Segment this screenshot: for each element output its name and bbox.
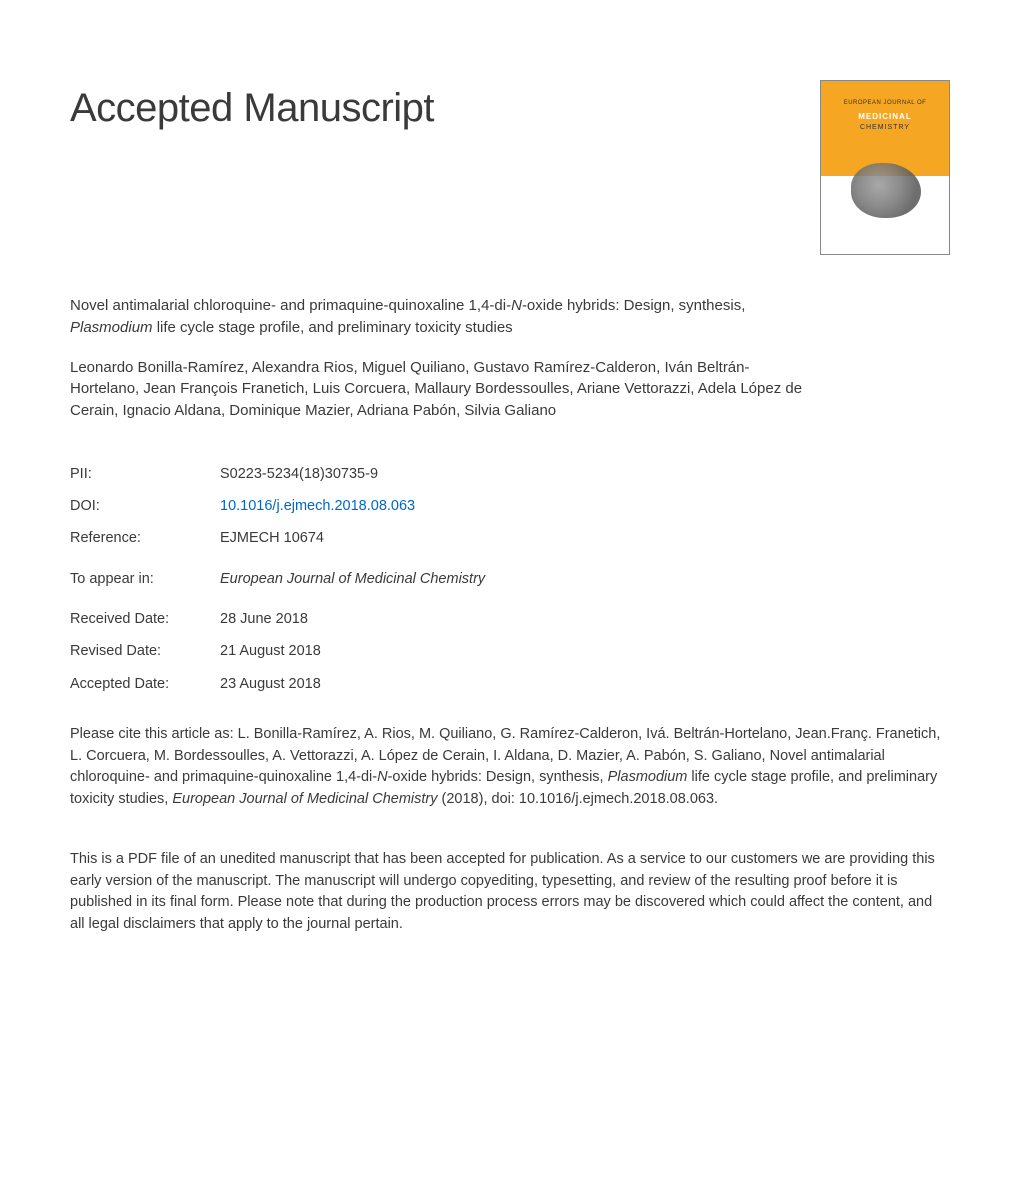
disclaimer-text: This is a PDF file of an unedited manusc… [70, 849, 950, 936]
revised-value: 21 August 2018 [220, 641, 321, 661]
appear-value: European Journal of Medicinal Chemistry [220, 569, 485, 589]
meta-row-reference: Reference: EJMECH 10674 [70, 528, 950, 548]
citation-text: Please cite this article as: L. Bonilla-… [70, 724, 950, 811]
accepted-label: Accepted Date: [70, 674, 220, 694]
meta-row-pii: PII: S0223-5234(18)30735-9 [70, 464, 950, 484]
doi-label: DOI: [70, 496, 220, 516]
pii-value: S0223-5234(18)30735-9 [220, 464, 378, 484]
reference-value: EJMECH 10674 [220, 528, 324, 548]
cover-molecule-graphic [851, 163, 921, 218]
accepted-value: 23 August 2018 [220, 674, 321, 694]
meta-row-doi: DOI: 10.1016/j.ejmech.2018.08.063 [70, 496, 950, 516]
article-title: Novel antimalarial chloroquine- and prim… [70, 295, 810, 339]
meta-row-accepted: Accepted Date: 23 August 2018 [70, 674, 950, 694]
title-italic-plasmodium: Plasmodium [70, 319, 153, 336]
meta-row-appear: To appear in: European Journal of Medici… [70, 569, 950, 589]
received-label: Received Date: [70, 609, 220, 629]
citation-segment: -oxide hybrids: Design, synthesis, [388, 769, 608, 785]
accepted-manuscript-heading: Accepted Manuscript [70, 80, 434, 136]
received-value: 28 June 2018 [220, 609, 308, 629]
header-row: Accepted Manuscript EUROPEAN JOURNAL OF … [70, 80, 950, 255]
journal-cover-thumbnail: EUROPEAN JOURNAL OF MEDICINAL CHEMISTRY [820, 80, 950, 255]
cover-journal-subtitle: CHEMISTRY [821, 123, 949, 133]
metadata-table: PII: S0223-5234(18)30735-9 DOI: 10.1016/… [70, 464, 950, 694]
doi-link[interactable]: 10.1016/j.ejmech.2018.08.063 [220, 496, 415, 516]
meta-row-revised: Revised Date: 21 August 2018 [70, 641, 950, 661]
appear-label: To appear in: [70, 569, 220, 589]
title-segment: Novel antimalarial chloroquine- and prim… [70, 297, 511, 314]
meta-row-received: Received Date: 28 June 2018 [70, 609, 950, 629]
pii-label: PII: [70, 464, 220, 484]
title-segment: -oxide hybrids: Design, synthesis, [522, 297, 745, 314]
citation-italic-plasmodium: Plasmodium [608, 769, 688, 785]
citation-italic-journal: European Journal of Medicinal Chemistry [172, 791, 437, 807]
revised-label: Revised Date: [70, 641, 220, 661]
citation-italic-n: N [377, 769, 387, 785]
citation-segment: (2018), doi: 10.1016/j.ejmech.2018.08.06… [438, 791, 719, 807]
title-segment: life cycle stage profile, and preliminar… [153, 319, 513, 336]
title-italic-n: N [511, 297, 522, 314]
author-list: Leonardo Bonilla-Ramírez, Alexandra Rios… [70, 357, 810, 422]
cover-journal-title: MEDICINAL [821, 111, 949, 122]
reference-label: Reference: [70, 528, 220, 548]
cover-journal-pretitle: EUROPEAN JOURNAL OF [821, 99, 949, 107]
